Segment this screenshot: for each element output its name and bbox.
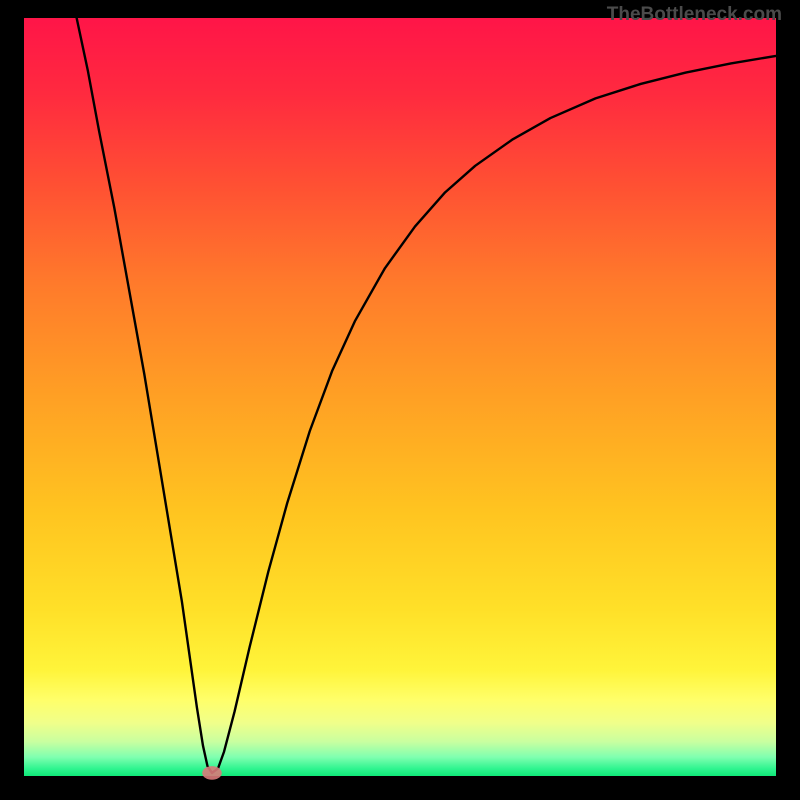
bottleneck-curve	[77, 18, 776, 773]
curve-layer	[0, 0, 800, 800]
watermark-text: TheBottleneck.com	[607, 4, 782, 26]
optimum-marker	[202, 766, 222, 780]
chart-container: TheBottleneck.com	[0, 0, 800, 800]
